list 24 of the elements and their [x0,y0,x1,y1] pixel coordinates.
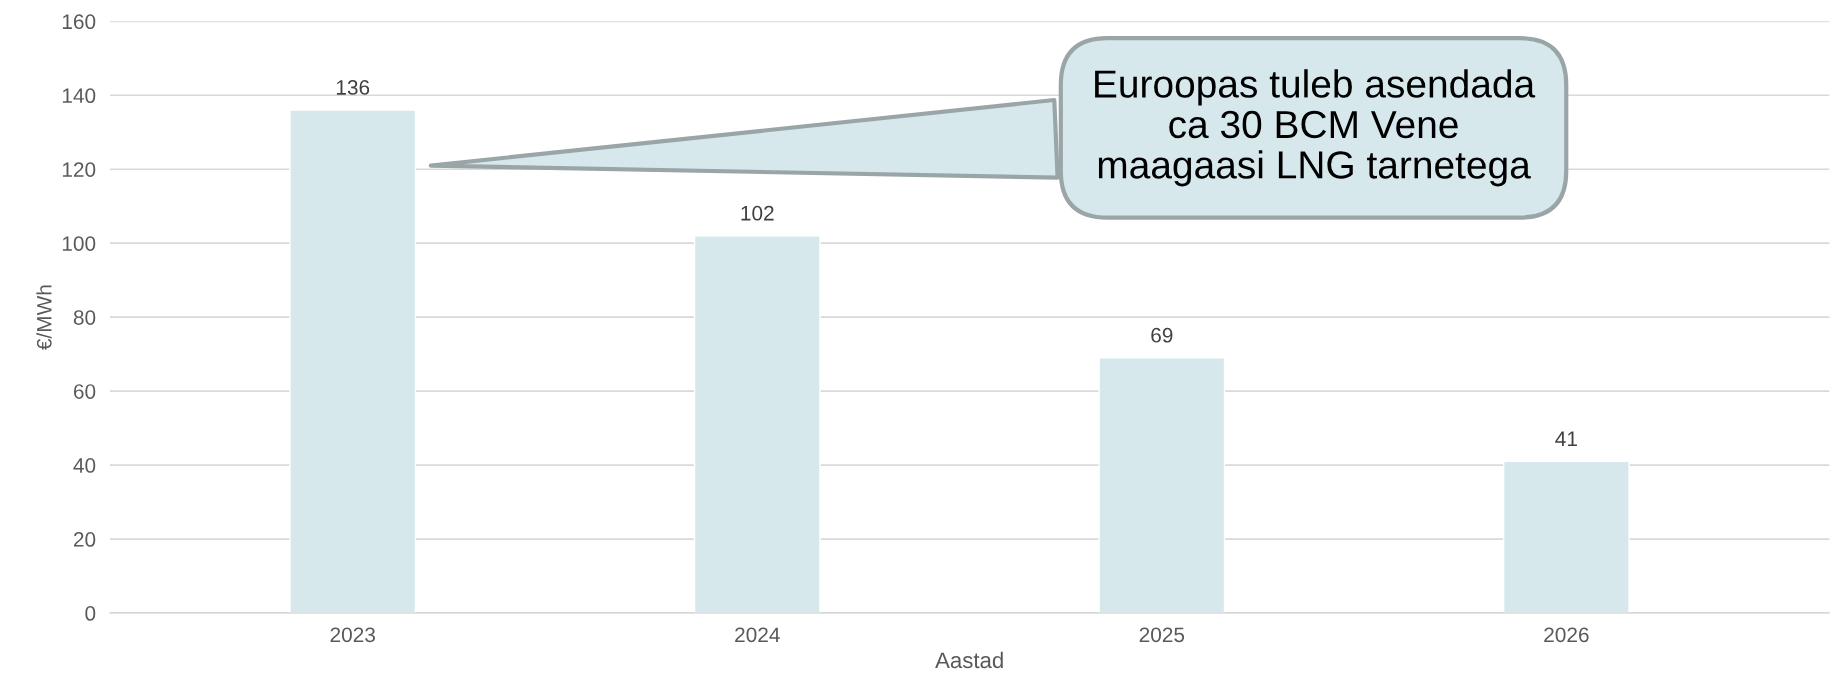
y-axis-title: €/MWh [36,285,52,350]
annotation: Euroopas tuleb asendada ca 30 BCM Vene maagaasi LNG tarnetega [1095,69,1536,187]
bar [1098,357,1226,614]
data-label: 102 [741,205,774,221]
bar [1502,460,1630,614]
y-tick-label: 120 [62,162,96,177]
y-tick-label: 60 [73,384,96,399]
y-tick-label: 100 [62,236,96,251]
x-tick-label: 2024 [735,627,780,643]
data-label: 41 [1555,431,1577,446]
data-label: 136 [336,80,370,95]
y-tick-label: 160 [62,14,96,30]
y-tick-label: 0 [85,606,96,621]
bar [693,235,821,614]
x-tick-label: 2026 [1544,627,1589,643]
x-tick-label: 2025 [1139,627,1185,643]
data-label: 69 [1151,327,1173,343]
x-tick-label: 2023 [330,627,375,643]
y-tick-label: 20 [73,532,96,547]
bar [289,109,417,614]
y-tick-label: 80 [73,310,96,325]
x-axis-title: Aastad [935,651,1003,669]
y-tick-label: 140 [62,88,96,104]
y-tick-label: 40 [73,458,96,473]
